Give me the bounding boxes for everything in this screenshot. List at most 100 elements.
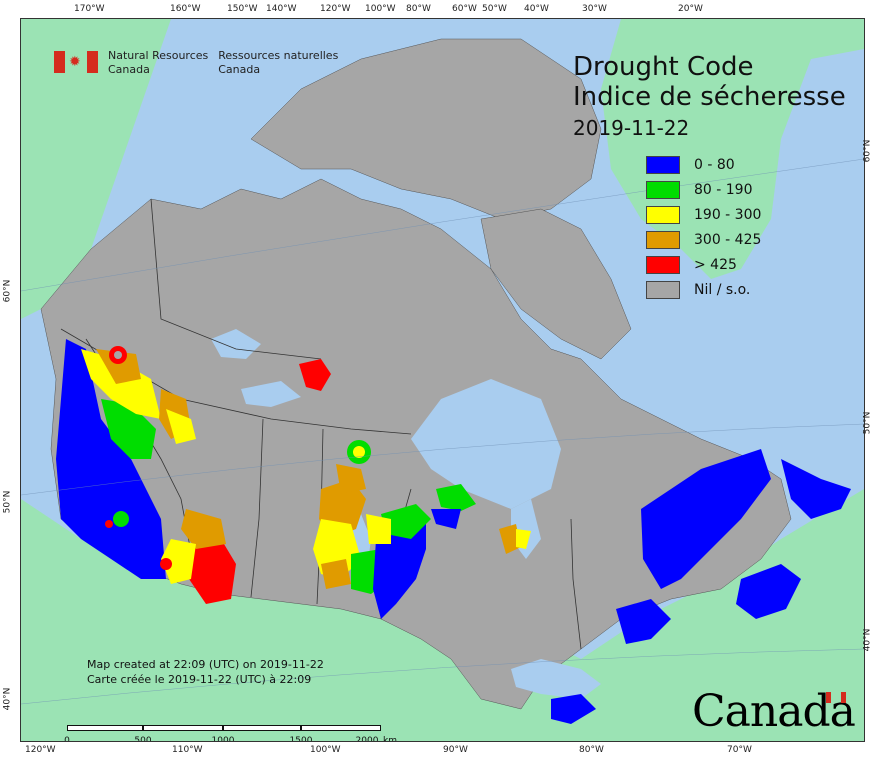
agency-en: Natural Resources Canada	[108, 49, 208, 77]
patch-bc-orange	[96, 349, 141, 384]
patch-mb-yellow	[366, 514, 391, 544]
patch-bc-yellow2	[166, 409, 196, 444]
map-title-block: Drought Code Indice de sécheresse 2019-1…	[573, 52, 846, 142]
tick-right: 50°N	[862, 411, 873, 435]
great-bear-lake	[211, 329, 261, 359]
arctic-islands	[250, 38, 602, 220]
alberta-sask-border	[250, 418, 264, 598]
map-frame: ✹ Natural Resources Canada Ressources na…	[20, 18, 865, 742]
lat-40	[21, 648, 864, 705]
patch-ab-yellow	[161, 539, 196, 584]
tick-bottom: 100°W	[310, 745, 341, 755]
tick-top: 30°W	[582, 4, 607, 14]
wordmark-flag-icon	[826, 692, 846, 703]
legend-item: Nil / s.o.	[646, 277, 761, 302]
patch-mar-blue	[736, 564, 801, 619]
legend-swatch	[646, 155, 680, 174]
patch-mb-orange	[336, 464, 366, 494]
legend-swatch	[646, 205, 680, 224]
water-bodies	[211, 329, 601, 699]
legend-swatch	[646, 230, 680, 249]
tick-top: 120°W	[320, 4, 351, 14]
patch-nwt-red	[299, 359, 331, 391]
tick-bottom: 90°W	[443, 745, 468, 755]
patch-ab-orange	[181, 509, 226, 549]
patch-on-orange	[499, 524, 521, 554]
great-slave-lake	[241, 381, 301, 407]
credit-en: Map created at 22:09 (UTC) on 2019-11-22	[87, 658, 324, 671]
tick-top: 20°W	[678, 4, 703, 14]
baffin-island	[480, 208, 632, 360]
drought-patches	[56, 339, 851, 724]
tick-left: 40°N	[2, 687, 13, 711]
legend-label: 300 - 425	[694, 231, 762, 248]
scale-label: 1500	[289, 736, 313, 742]
patch-on-yellow	[516, 529, 531, 549]
tick-left: 50°N	[2, 490, 13, 514]
agency-fr: Ressources naturelles Canada	[218, 49, 338, 77]
legend-item: 80 - 190	[646, 177, 761, 202]
patch-bc-green-small	[113, 511, 129, 527]
legend-item: 300 - 425	[646, 227, 761, 252]
legend-label: 0 - 80	[694, 156, 735, 173]
alaska-land	[21, 19, 171, 319]
patch-on-south-blue	[551, 694, 596, 724]
patch-mb-green	[381, 504, 431, 539]
drought-map[interactable]	[21, 19, 864, 741]
tick-top: 100°W	[365, 4, 396, 14]
tick-bottom: 70°W	[727, 745, 752, 755]
ontario-quebec-border	[570, 518, 582, 650]
map-title-fr: Indice de sécheresse	[573, 82, 846, 112]
great-lakes	[511, 659, 601, 699]
patch-qc-blue2	[616, 599, 671, 644]
tick-right: 40°N	[862, 628, 873, 652]
map-title-en: Drought Code	[573, 52, 754, 82]
scale-segment	[143, 725, 223, 731]
scale-bar: 0 500 1000 1500 2000 km	[64, 721, 397, 742]
canada-flag-icon: ✹	[54, 51, 98, 73]
agency-signature: ✹ Natural Resources Canada Ressources na…	[54, 49, 338, 77]
patch-bc-red-core	[114, 351, 122, 359]
patch-mb-yellow-core	[353, 446, 365, 458]
tick-top: 80°W	[406, 4, 431, 14]
tick-bottom: 120°W	[25, 745, 56, 755]
patch-on-green	[436, 484, 476, 511]
patch-bc-yellow	[81, 349, 161, 419]
legend-item: > 425	[646, 252, 761, 277]
tick-bottom: 110°W	[172, 745, 203, 755]
legend: 0 - 80 80 - 190 190 - 300 300 - 425 > 42…	[646, 152, 761, 302]
scale-segment	[223, 725, 301, 731]
scale-label: 2000	[355, 736, 379, 742]
agency-fr-line2: Canada	[218, 63, 261, 76]
patch-nl-blue	[781, 459, 851, 519]
tick-top: 170°W	[74, 4, 105, 14]
credit-fr: Carte créée le 2019-11-22 (UTC) à 22:09	[87, 673, 312, 686]
tick-bottom: 80°W	[579, 745, 604, 755]
tick-top: 50°W	[482, 4, 507, 14]
legend-label: 80 - 190	[694, 181, 753, 198]
map-credit: Map created at 22:09 (UTC) on 2019-11-22…	[87, 657, 324, 687]
patch-qc-blue	[641, 449, 771, 589]
legend-label: 190 - 300	[694, 206, 762, 223]
scale-label: 500	[134, 736, 152, 742]
legend-item: 190 - 300	[646, 202, 761, 227]
scale-segment	[301, 725, 381, 731]
patch-ab-red	[189, 539, 236, 604]
graticule	[21, 158, 864, 705]
patch-on-blue	[431, 509, 461, 529]
lat-60	[21, 158, 864, 292]
nu-nwt-border	[150, 198, 322, 360]
tick-top: 60°W	[452, 4, 477, 14]
tick-left: 60°N	[2, 279, 13, 303]
tick-top: 140°W	[266, 4, 297, 14]
scale-unit: km	[383, 736, 397, 742]
patch-bc-red-small	[160, 558, 172, 570]
scale-segment	[67, 725, 143, 731]
hudson-bay	[411, 379, 561, 509]
legend-swatch	[646, 280, 680, 299]
scale-label: 0	[64, 736, 70, 742]
lat-50	[21, 423, 864, 496]
tick-top: 160°W	[170, 4, 201, 14]
scale-label: 1000	[211, 736, 235, 742]
agency-en-line2: Canada	[108, 63, 150, 76]
